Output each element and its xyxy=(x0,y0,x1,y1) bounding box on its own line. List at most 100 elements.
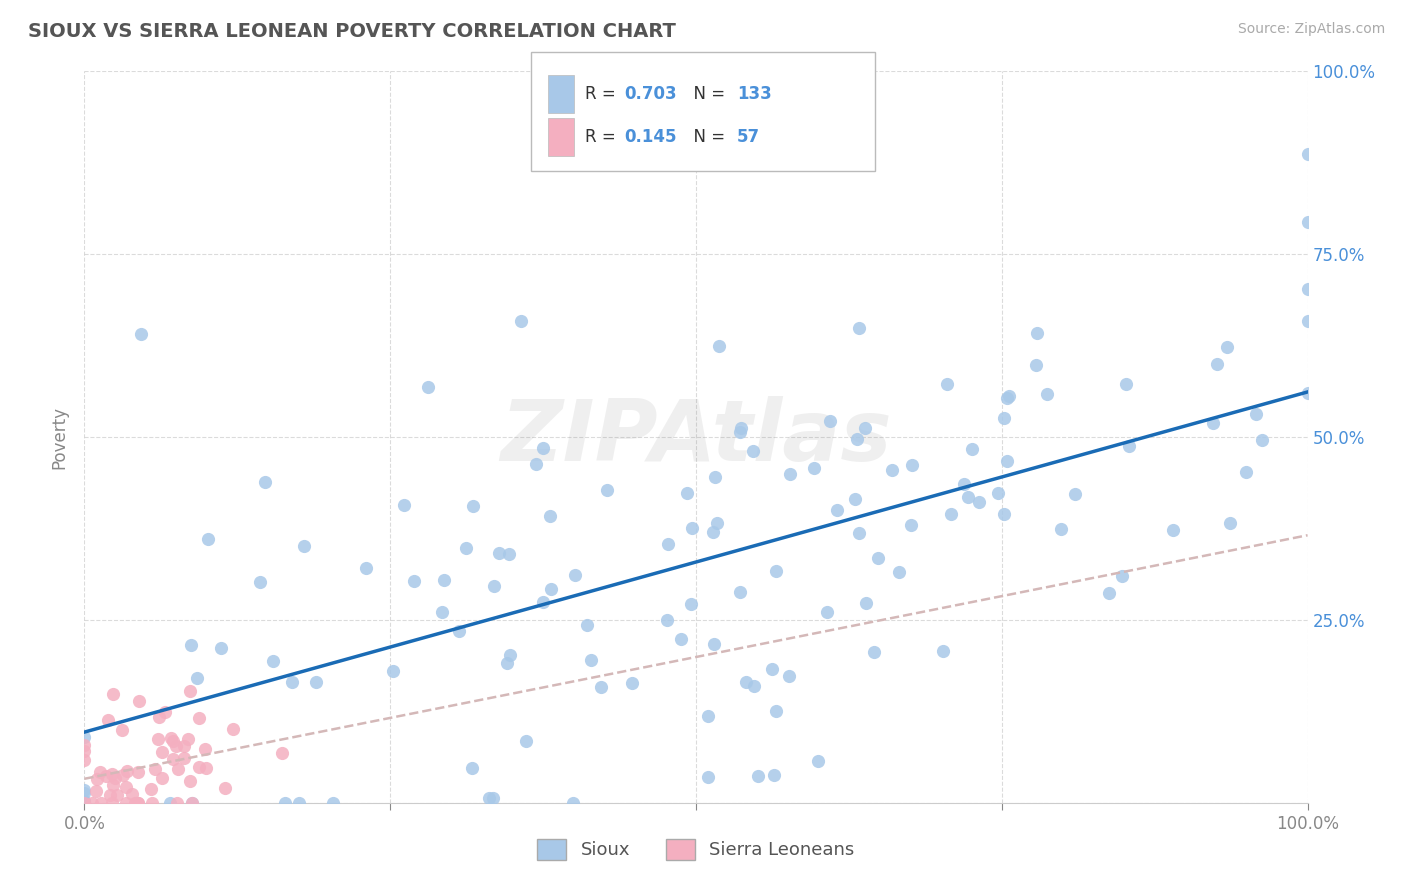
Point xyxy=(498,547,520,561)
Point xyxy=(214,780,236,795)
Text: 0.703: 0.703 xyxy=(624,85,676,103)
Point xyxy=(394,498,416,512)
Point xyxy=(589,680,612,694)
Point xyxy=(73,730,96,744)
Point xyxy=(1036,386,1059,401)
Legend: Sioux, Sierra Leoneans: Sioux, Sierra Leoneans xyxy=(530,831,862,867)
Point xyxy=(94,769,117,783)
Point xyxy=(1025,358,1047,372)
Point xyxy=(564,568,586,582)
Point xyxy=(1050,522,1073,536)
Point xyxy=(100,767,122,781)
Point xyxy=(538,509,561,524)
Point xyxy=(124,796,146,810)
Point xyxy=(1215,340,1237,354)
Point xyxy=(844,492,866,507)
Point xyxy=(761,663,783,677)
Point xyxy=(575,618,598,632)
Text: R =: R = xyxy=(585,85,621,103)
Point xyxy=(114,780,136,794)
Point xyxy=(657,537,679,551)
Point xyxy=(855,596,877,610)
Point xyxy=(848,525,870,540)
Point xyxy=(531,595,554,609)
Point xyxy=(114,796,136,810)
Point xyxy=(187,711,209,725)
Point xyxy=(998,389,1021,403)
Point xyxy=(1115,377,1137,392)
Point xyxy=(960,442,983,456)
Point xyxy=(596,483,619,497)
Point xyxy=(141,781,163,796)
Point xyxy=(73,782,96,797)
Point xyxy=(280,674,302,689)
Point xyxy=(73,753,96,767)
Point xyxy=(162,751,184,765)
Point xyxy=(778,669,800,683)
Point xyxy=(166,796,188,810)
Point xyxy=(1161,524,1184,538)
Point xyxy=(195,761,218,775)
Point xyxy=(101,687,124,701)
Point xyxy=(188,760,211,774)
Point xyxy=(287,796,309,810)
Point xyxy=(540,582,562,596)
Point xyxy=(803,460,825,475)
Point xyxy=(956,490,979,504)
Point xyxy=(728,425,751,439)
Point xyxy=(762,768,785,782)
Point xyxy=(496,657,519,671)
Text: 0.145: 0.145 xyxy=(624,128,676,146)
Point xyxy=(186,671,208,685)
Point xyxy=(1296,215,1319,229)
Point xyxy=(249,575,271,590)
Point xyxy=(73,796,96,810)
Point xyxy=(449,624,471,638)
Point xyxy=(1296,314,1319,328)
Text: ZIPAtlas: ZIPAtlas xyxy=(501,395,891,479)
Y-axis label: Poverty: Poverty xyxy=(51,406,69,468)
Point xyxy=(734,674,756,689)
Point xyxy=(765,564,787,578)
Point xyxy=(1111,568,1133,582)
Point xyxy=(742,443,765,458)
Point xyxy=(101,778,124,792)
Point xyxy=(747,769,769,783)
Point xyxy=(728,585,751,599)
Point xyxy=(882,463,904,477)
Text: 57: 57 xyxy=(737,128,759,146)
Point xyxy=(84,784,107,798)
Point xyxy=(73,786,96,800)
Point xyxy=(531,442,554,456)
Point xyxy=(111,768,134,782)
Point xyxy=(105,788,128,802)
Point xyxy=(141,796,163,810)
Point xyxy=(179,683,201,698)
Point xyxy=(150,771,173,785)
Point xyxy=(73,738,96,752)
Point xyxy=(1234,465,1257,479)
Point xyxy=(143,762,166,776)
Point xyxy=(561,796,583,810)
Text: SIOUX VS SIERRA LEONEAN POVERTY CORRELATION CHART: SIOUX VS SIERRA LEONEAN POVERTY CORRELAT… xyxy=(28,22,676,41)
Text: N =: N = xyxy=(683,85,731,103)
Point xyxy=(967,495,990,509)
Point xyxy=(125,796,148,810)
Point xyxy=(825,502,848,516)
Point xyxy=(1202,417,1225,431)
Point xyxy=(1026,326,1049,341)
Point xyxy=(104,771,127,785)
Point xyxy=(707,339,730,353)
Point xyxy=(159,731,181,745)
Text: Source: ZipAtlas.com: Source: ZipAtlas.com xyxy=(1237,22,1385,37)
Point xyxy=(524,457,547,471)
Point xyxy=(889,566,911,580)
Point xyxy=(121,788,143,802)
Point xyxy=(127,796,149,810)
Point xyxy=(271,747,294,761)
Point xyxy=(128,694,150,708)
Point xyxy=(846,432,869,446)
Point xyxy=(418,380,440,394)
Point xyxy=(305,675,328,690)
Point xyxy=(993,410,1015,425)
